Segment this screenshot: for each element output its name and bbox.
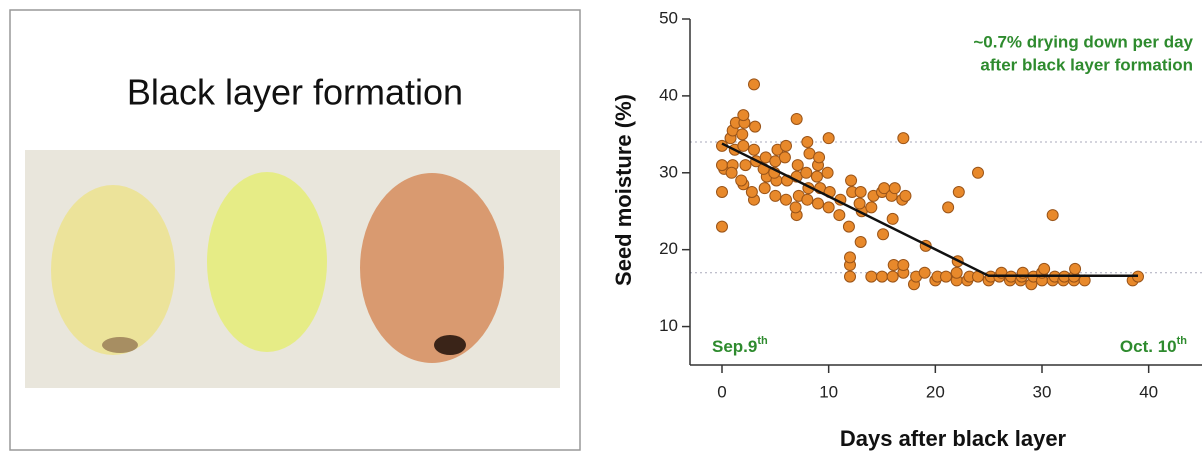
point <box>749 79 760 90</box>
point <box>717 187 728 198</box>
point <box>781 140 792 151</box>
point <box>740 160 751 171</box>
point <box>1070 263 1081 274</box>
figure: Black layer formation 10 20 30 40 50 0 10 20 30 4… <box>0 0 1202 458</box>
label-text: Sep.9 <box>712 337 757 356</box>
x-tick-label: 30 <box>1033 382 1052 401</box>
point <box>801 167 812 178</box>
kernel-tip <box>102 337 138 353</box>
point <box>973 167 984 178</box>
point <box>749 144 760 155</box>
point <box>759 183 770 194</box>
point <box>866 271 877 282</box>
point <box>900 190 911 201</box>
kernel <box>207 172 327 352</box>
point <box>823 133 834 144</box>
point <box>738 140 749 151</box>
point <box>943 202 954 213</box>
point <box>866 202 877 213</box>
fit-line <box>722 144 1138 276</box>
y-axis-label: Seed moisture (%) <box>611 94 636 286</box>
y-tick-label: 40 <box>659 85 678 104</box>
point <box>802 194 813 205</box>
point <box>843 221 854 232</box>
point <box>750 121 761 132</box>
point <box>855 187 866 198</box>
point <box>737 129 748 140</box>
point <box>941 271 952 282</box>
x-axis-label: Days after black layer <box>840 426 1067 451</box>
point <box>822 167 833 178</box>
point <box>845 271 856 282</box>
start-label: Sep.9th <box>712 335 768 357</box>
annotation: ~0.7% drying down per day <box>973 32 1193 51</box>
point <box>813 198 824 209</box>
y-tick-label: 30 <box>659 162 678 181</box>
end-label: Oct. 10th <box>1120 335 1187 357</box>
point <box>834 210 845 221</box>
annotation: after black layer formation <box>980 55 1193 74</box>
point <box>792 160 803 171</box>
kernel <box>360 173 504 363</box>
x-tick-label: 10 <box>819 382 838 401</box>
photo-title: Black layer formation <box>127 72 463 113</box>
point <box>802 137 813 148</box>
y-tick-label: 10 <box>659 316 678 335</box>
point <box>746 187 757 198</box>
point <box>878 229 889 240</box>
page: Black layer formation 10 20 30 40 50 0 10 20 30 4… <box>0 0 1202 458</box>
x-tick-label: 40 <box>1139 382 1158 401</box>
point <box>738 110 749 121</box>
point <box>726 167 737 178</box>
point <box>779 152 790 163</box>
label-sup: th <box>1177 335 1188 347</box>
point <box>854 198 865 209</box>
point <box>887 213 898 224</box>
x-tick-label: 0 <box>717 382 726 401</box>
point <box>855 236 866 247</box>
point <box>898 260 909 271</box>
point <box>770 190 781 201</box>
point <box>1039 263 1050 274</box>
point <box>846 175 857 186</box>
point <box>919 267 930 278</box>
point <box>823 202 834 213</box>
point <box>791 113 802 124</box>
point <box>898 133 909 144</box>
point <box>1047 210 1058 221</box>
black-layer <box>434 335 466 355</box>
kernel <box>51 185 175 355</box>
x-tick-label: 20 <box>926 382 945 401</box>
point <box>717 221 728 232</box>
point <box>790 202 801 213</box>
y-tick-label: 50 <box>659 8 678 27</box>
y-tick-label: 20 <box>659 239 678 258</box>
label-sup: th <box>757 335 768 347</box>
point <box>811 171 822 182</box>
point <box>845 252 856 263</box>
point <box>814 152 825 163</box>
point <box>953 187 964 198</box>
point <box>781 194 792 205</box>
point <box>736 175 747 186</box>
point <box>877 271 888 282</box>
point <box>887 271 898 282</box>
point <box>889 183 900 194</box>
kernels <box>51 172 504 363</box>
point <box>951 267 962 278</box>
point <box>717 160 728 171</box>
label-text: Oct. 10 <box>1120 337 1177 356</box>
